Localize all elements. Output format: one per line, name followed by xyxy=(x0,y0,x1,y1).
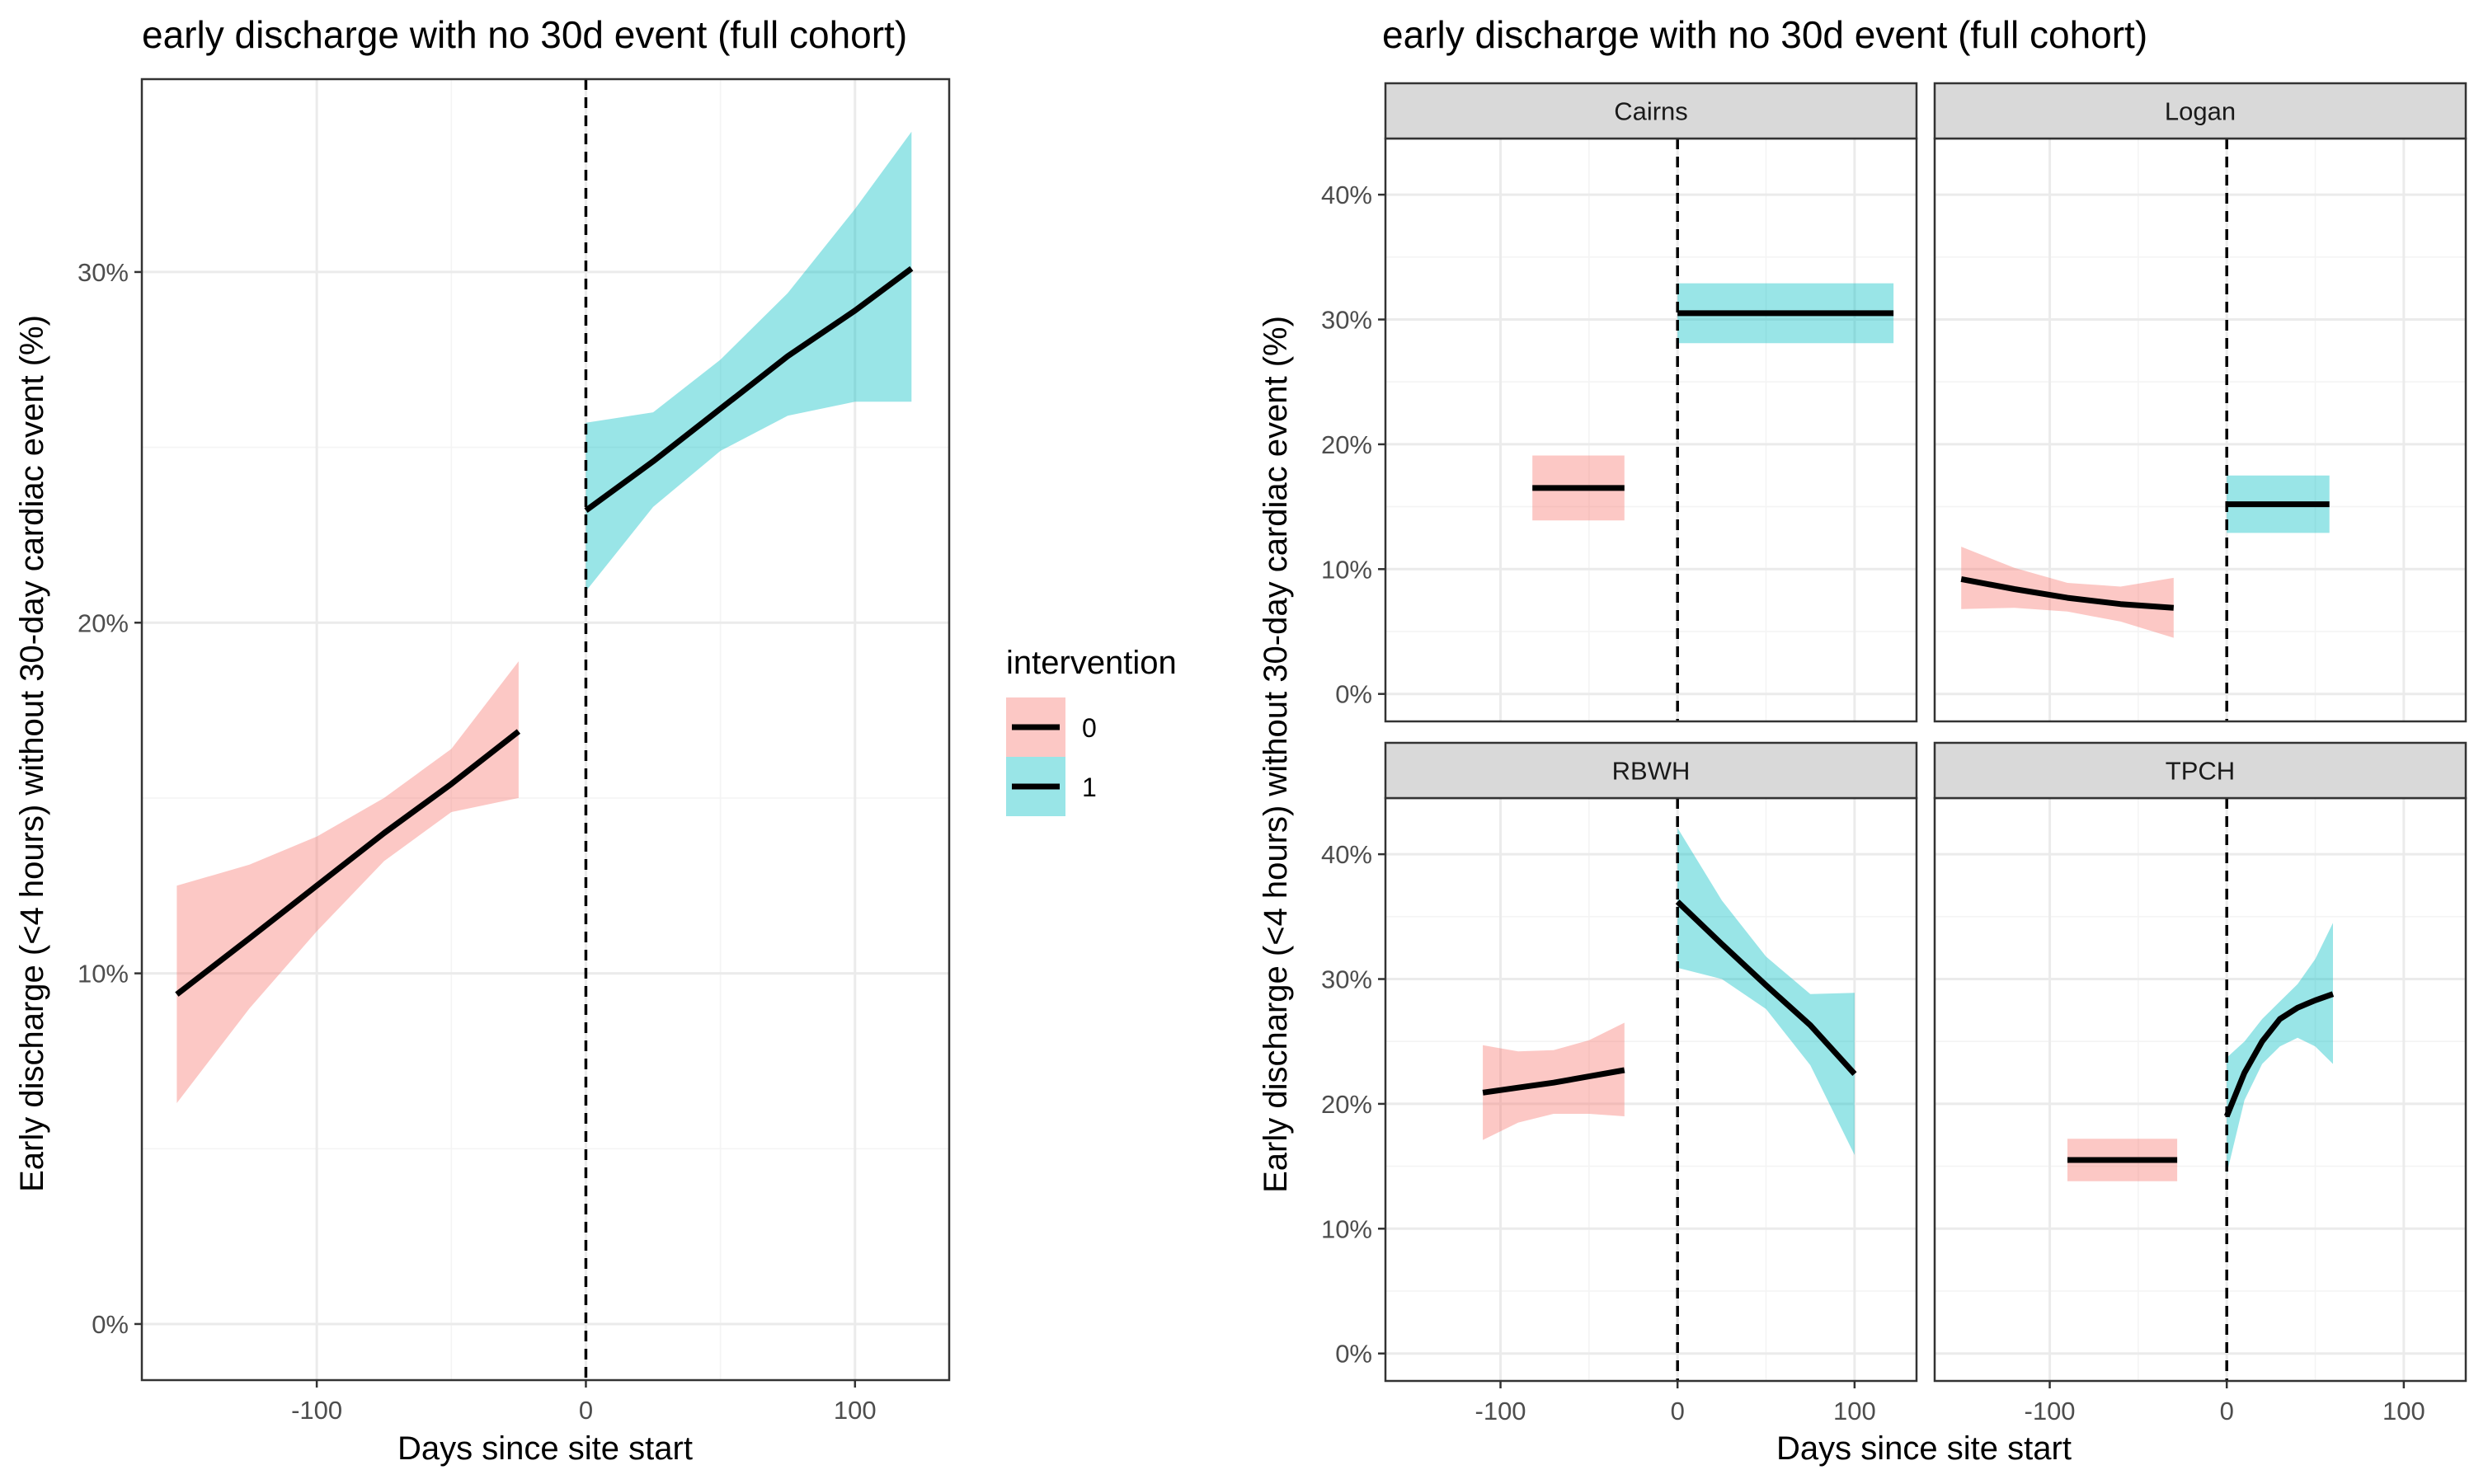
left-panel-x-tick-label: 100 xyxy=(834,1396,877,1425)
facet-logan-background xyxy=(1935,139,2466,721)
left-chart-title: early discharge with no 30d event (full … xyxy=(142,13,907,56)
facet-tpch-strip xyxy=(1933,741,2467,800)
facet-tpch-strip-label: TPCH xyxy=(2166,757,2235,786)
facet-rbwh-x-tick-label: 100 xyxy=(1833,1397,1876,1425)
facet-rbwh-y-tick-label: 40% xyxy=(1321,840,1372,869)
facet-logan-ribbon-0 xyxy=(1961,547,2174,638)
facet-rbwh-x-tick-label: 0 xyxy=(1671,1397,1685,1425)
facet-cairns-strip xyxy=(1384,82,1918,140)
facet-rbwh-background xyxy=(1385,798,1917,1381)
facet-tpch-ribbon-1 xyxy=(2227,923,2333,1174)
left-panel-x-tick-label: 0 xyxy=(579,1396,593,1425)
facet-rbwh-strip xyxy=(1384,741,1918,800)
facet-cairns-background xyxy=(1385,139,1917,721)
facet-rbwh-line-1 xyxy=(1675,899,1857,1076)
left-x-axis-label: Days since site start xyxy=(397,1430,693,1467)
facet-cairns-y-tick-label: 40% xyxy=(1321,181,1372,209)
left-y-axis-label: Early discharge (<4 hours) without 30-da… xyxy=(14,315,50,1192)
legend-label-1: 1 xyxy=(1082,773,1097,802)
left-panel-y-tick-label: 0% xyxy=(92,1310,129,1339)
right-chart-title: early discharge with no 30d event (full … xyxy=(1382,13,2147,56)
right-chart: early discharge with no 30d event (full … xyxy=(1258,13,2467,1467)
legend: intervention 0 1 xyxy=(1006,645,1177,816)
facet-rbwh-line-0 xyxy=(1482,1067,1625,1096)
legend-label-0: 0 xyxy=(1082,713,1097,743)
legend-entry-0: 0 xyxy=(1006,697,1097,757)
facet-cairns: 0% 10% 20% 30% 40% Cairns xyxy=(1321,82,1918,723)
legend-entry-1: 1 xyxy=(1006,757,1097,816)
facet-rbwh-strip-label: RBWH xyxy=(1612,757,1691,786)
facet-logan-strip xyxy=(1933,82,2467,140)
facet-rbwh: 0% 10% 20% 30% 40% -100 0 100 RBWH xyxy=(1321,741,1918,1425)
left-panel-y-tick-label: 10% xyxy=(78,960,129,989)
facet-rbwh-y-tick-label: 10% xyxy=(1321,1214,1372,1243)
facet-tpch-line-1 xyxy=(2223,991,2335,1118)
right-y-axis-label: Early discharge (<4 hours) without 30-da… xyxy=(1258,316,1294,1193)
facet-tpch-x-tick-label: 100 xyxy=(2382,1397,2425,1425)
left-panel-y-tick-label: 30% xyxy=(78,258,129,287)
facet-rbwh-ribbon-1 xyxy=(1677,828,1855,1155)
left-chart: early discharge with no 30d event (full … xyxy=(14,13,951,1467)
left-panel-border xyxy=(140,77,951,1382)
facet-rbwh-y-tick-label: 20% xyxy=(1321,1090,1372,1119)
facet-cairns-y-tick-label: 30% xyxy=(1321,306,1372,335)
left-panel-ribbon-1 xyxy=(586,131,912,592)
facet-tpch: -100 0 100 TPCH xyxy=(1933,741,2467,1425)
facet-cairns-strip-label: Cairns xyxy=(1614,97,1688,126)
left-panel-ribbon-0 xyxy=(176,661,519,1103)
left-panel-x-tick-label: -100 xyxy=(291,1396,342,1425)
left-panel-line-1 xyxy=(584,265,914,514)
left-panel-line-0 xyxy=(175,729,521,997)
facet-tpch-x-tick-label: 0 xyxy=(2220,1397,2234,1425)
facet-logan-strip-label: Logan xyxy=(2165,97,2236,126)
right-x-axis-label: Days since site start xyxy=(1776,1430,2072,1467)
left-panel-background xyxy=(142,79,949,1380)
facet-cairns-y-tick-label: 20% xyxy=(1321,430,1372,459)
facet-logan-line-0 xyxy=(1960,575,2175,611)
left-plot-panel: 0% 10% 20% 30% -100 0 100 xyxy=(78,77,951,1425)
facet-rbwh-y-tick-label: 0% xyxy=(1335,1340,1372,1369)
facet-cairns-y-tick-label: 10% xyxy=(1321,555,1372,584)
legend-title: intervention xyxy=(1006,645,1177,681)
facet-tpch-x-tick-label: -100 xyxy=(2025,1397,2076,1425)
facet-cairns-y-tick-label: 0% xyxy=(1335,680,1372,709)
facet-rbwh-y-tick-label: 30% xyxy=(1321,965,1372,994)
facet-rbwh-x-tick-label: -100 xyxy=(1475,1397,1526,1425)
left-panel-y-tick-label: 20% xyxy=(78,608,129,637)
facet-tpch-background xyxy=(1935,798,2466,1381)
facet-logan: Logan xyxy=(1933,82,2467,723)
